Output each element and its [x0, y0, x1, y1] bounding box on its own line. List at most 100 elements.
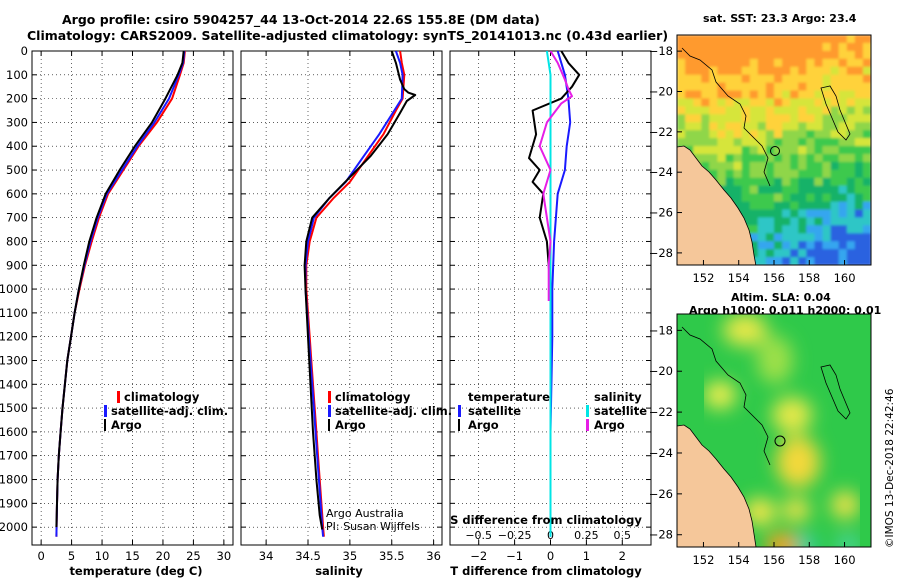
sst-cell	[798, 90, 807, 99]
sst-cell	[798, 114, 807, 123]
sst-cell	[725, 74, 735, 84]
sst-cell	[685, 122, 694, 131]
sst-cell	[741, 130, 751, 139]
sst-cell	[717, 98, 727, 107]
temperature-legend: climatology satellite-adj. clim. Argo	[104, 390, 228, 432]
sst-cell	[854, 146, 864, 155]
sst-cell	[846, 154, 856, 163]
sst-cell	[838, 130, 848, 139]
sst-cell	[798, 122, 807, 131]
depth-tick-label: 900	[6, 258, 28, 272]
sst-cell	[749, 82, 759, 92]
sst-cell	[838, 201, 848, 211]
sst-cell	[814, 177, 824, 187]
sst-cell	[806, 257, 815, 265]
sst-cell	[685, 35, 694, 44]
sst-cell	[765, 35, 775, 44]
sst-cell	[838, 161, 848, 171]
sst-cell	[741, 58, 751, 68]
sst-cell	[822, 209, 832, 218]
sst-cell	[838, 98, 848, 107]
sst-cell	[790, 42, 799, 52]
sst-cell	[717, 161, 727, 171]
depth-tick-label: 1500	[0, 401, 28, 415]
sst-cell	[757, 58, 767, 68]
sst-cell	[830, 98, 840, 107]
map-x-tick-label: 160	[834, 271, 856, 285]
sst-cell	[846, 233, 856, 242]
sst-cell	[782, 130, 791, 139]
sst-cell	[798, 217, 807, 226]
sla-anomaly-blob	[796, 537, 816, 547]
sst-cell	[774, 241, 783, 250]
sst-cell	[846, 257, 856, 265]
sst-cell	[774, 58, 783, 68]
sst-cell	[830, 82, 840, 92]
salinity-xlabel: salinity	[315, 564, 363, 578]
salinity-diff-tick-label: 0.25	[574, 529, 599, 542]
sst-cell	[677, 138, 686, 147]
sst-cell	[782, 146, 791, 155]
sst-cell	[814, 122, 824, 131]
sla-map-axes: 152 154 156 158 160 −18 −20 −22 −24 −26 −28	[649, 323, 856, 567]
sst-cell	[822, 50, 832, 60]
sst-cell	[741, 114, 751, 123]
sst-cell	[774, 225, 783, 234]
difference-xlabel2: S difference from climatology	[450, 513, 642, 527]
sst-shelf-contour	[681, 47, 771, 187]
sst-cell	[733, 146, 743, 155]
sst-cell	[774, 185, 783, 195]
sst-cell	[701, 74, 710, 84]
sst-cell	[709, 58, 718, 68]
sst-cell	[806, 169, 815, 179]
sst-cell	[854, 249, 864, 258]
sst-cell	[846, 90, 856, 99]
sst-cell	[717, 82, 727, 92]
sst-cell	[717, 106, 727, 115]
sst-cell	[677, 50, 686, 60]
sst-cell	[782, 217, 791, 226]
sst-cell	[749, 177, 759, 187]
sst-cell	[701, 42, 710, 52]
legend-satellite-swatch	[328, 405, 331, 417]
sst-cell	[782, 50, 791, 60]
sst-cell	[830, 66, 840, 76]
x-tick-label: 0	[547, 549, 554, 563]
salinity-lines	[303, 51, 417, 537]
sla-map-title: Altim. SLA: 0.04	[731, 291, 831, 304]
sst-cell	[862, 98, 871, 107]
sst-cell	[757, 50, 767, 60]
credit-line1: Argo Australia	[326, 507, 404, 520]
sst-cell	[790, 201, 799, 211]
map-y-tick-label: −28	[649, 246, 673, 260]
sst-cell	[717, 177, 727, 187]
sst-cell	[725, 154, 735, 163]
sst-argo-location-marker	[770, 146, 780, 156]
sst-cell	[685, 58, 694, 68]
depth-axis: 0 100 200 300 400 500 600 700 800 900 1000 1100 1200…	[0, 44, 28, 534]
legend-satellite-label: satellite-adj. clim.	[111, 404, 228, 418]
sst-cell	[806, 217, 815, 226]
sst-cell	[798, 50, 807, 60]
sst-cell	[798, 130, 807, 139]
sst-cell	[782, 154, 791, 163]
depth-tick-label: 600	[6, 187, 28, 201]
sst-cell	[782, 58, 791, 68]
sst-cell	[862, 42, 871, 52]
sst-cell	[757, 138, 767, 147]
sst-cell	[725, 185, 735, 195]
sst-cell	[709, 146, 718, 155]
sst-cell	[830, 122, 840, 131]
salinity-diff-tick-label: −0.5	[465, 529, 492, 542]
sst-cell	[814, 35, 824, 44]
sst-cell	[701, 114, 710, 123]
sst-coastline	[677, 145, 757, 265]
depth-tick-label: 400	[6, 139, 28, 153]
sst-cell	[733, 161, 743, 171]
sst-cell	[814, 233, 824, 242]
sst-cell	[749, 42, 759, 52]
temperature-xlabel: temperature (deg C)	[69, 564, 202, 578]
sst-cell	[774, 74, 783, 84]
depth-tick-label: 1300	[0, 353, 28, 367]
sst-cell	[765, 122, 775, 131]
